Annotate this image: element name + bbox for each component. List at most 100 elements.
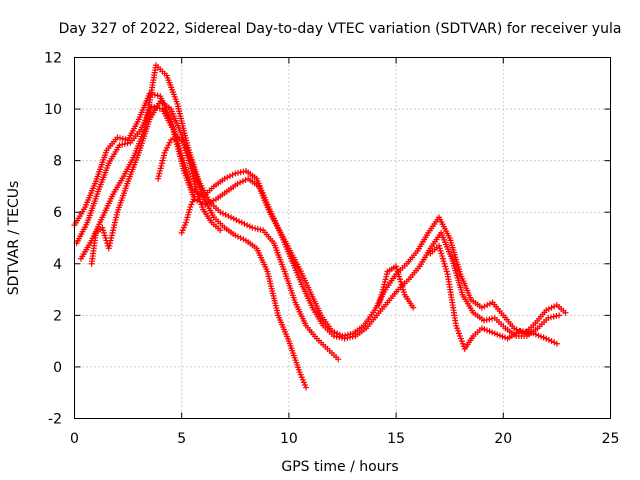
data-point	[344, 334, 351, 341]
data-point	[486, 316, 493, 323]
chart-title: Day 327 of 2022, Sidereal Day-to-day VTE…	[59, 21, 622, 37]
data-point	[483, 316, 490, 323]
data-point	[236, 218, 243, 225]
data-point	[486, 300, 493, 307]
data-point	[246, 223, 253, 230]
data-point	[228, 214, 235, 221]
data-point	[237, 169, 244, 176]
data-point	[338, 334, 345, 341]
data-point	[257, 226, 264, 233]
data-point	[489, 315, 496, 322]
data-point	[222, 211, 229, 218]
data-point	[551, 303, 558, 310]
data-point	[224, 174, 231, 181]
data-point	[232, 170, 239, 177]
x-tick-label: 15	[387, 431, 405, 447]
data-point	[234, 233, 241, 240]
data-point	[553, 340, 560, 347]
data-point	[249, 224, 256, 231]
y-tick-label: 0	[53, 360, 62, 376]
data-point	[550, 313, 557, 320]
data-point	[545, 314, 552, 321]
data-point	[221, 175, 228, 182]
data-point	[116, 142, 123, 149]
data-point	[240, 236, 247, 243]
data-point	[240, 168, 247, 175]
data-point	[171, 135, 178, 142]
data-point	[548, 314, 555, 321]
y-tick-label: 6	[53, 205, 62, 221]
plot-frame	[74, 57, 611, 419]
data-point	[303, 384, 310, 391]
data-point	[167, 137, 174, 144]
data-point	[234, 180, 241, 187]
data-point	[548, 304, 555, 311]
data-point	[545, 305, 552, 312]
data-point	[226, 173, 233, 180]
data-point	[341, 335, 348, 342]
data-point	[254, 225, 261, 232]
y-tick-label: 2	[53, 308, 62, 324]
data-point	[252, 225, 259, 232]
data-point	[217, 227, 224, 234]
data-point	[229, 171, 236, 178]
data-point	[237, 179, 244, 186]
data-point	[543, 307, 550, 314]
data-point	[124, 140, 131, 147]
data-point	[119, 141, 126, 148]
y-axis-title: SDTVAR / TECUs	[6, 181, 22, 296]
gridlines	[74, 57, 611, 419]
data-point	[233, 216, 240, 223]
data-point	[347, 334, 354, 341]
data-point	[335, 356, 342, 363]
data-point	[553, 313, 560, 320]
data-points	[71, 62, 569, 391]
x-axis-title: GPS time / hours	[281, 459, 398, 475]
data-point	[119, 135, 126, 142]
data-point	[545, 336, 552, 343]
data-point	[121, 140, 128, 147]
x-tick-label: 5	[177, 431, 186, 447]
data-point	[241, 220, 248, 227]
data-point	[330, 332, 337, 339]
x-tick-label: 20	[494, 431, 512, 447]
data-point	[481, 317, 488, 324]
x-tick-label: 25	[602, 431, 620, 447]
data-point	[333, 333, 340, 340]
data-point	[225, 213, 232, 220]
data-point	[349, 333, 356, 340]
data-point	[478, 304, 485, 311]
data-point	[336, 334, 343, 341]
data-point	[217, 209, 224, 216]
data-point	[230, 215, 237, 222]
data-point	[556, 312, 563, 319]
data-point	[484, 302, 491, 309]
y-tick-label: 8	[53, 154, 62, 170]
axis-ticks: 0 5 10 15 20 25 -2 0 2 4 6 8 10 12	[44, 51, 619, 448]
data-point	[238, 219, 245, 226]
data-point	[234, 169, 241, 176]
data-point	[511, 325, 518, 332]
data-point	[239, 178, 246, 185]
data-point	[548, 338, 555, 345]
x-tick-label: 0	[70, 431, 79, 447]
data-point	[543, 335, 550, 342]
data-point	[191, 193, 198, 200]
y-tick-label: 12	[44, 51, 62, 67]
data-point	[237, 235, 244, 241]
y-tick-label: 10	[44, 102, 62, 118]
data-point	[117, 135, 124, 142]
data-point	[219, 210, 226, 217]
y-tick-label: -2	[48, 412, 62, 428]
data-point	[562, 309, 569, 316]
data-point	[244, 222, 251, 229]
data-point	[481, 303, 488, 310]
y-tick-label: 4	[53, 257, 62, 273]
data-point	[410, 304, 417, 311]
data-point	[232, 232, 239, 239]
data-point	[210, 197, 217, 204]
data-point	[551, 339, 558, 346]
data-point	[114, 134, 121, 141]
x-tick-label: 10	[280, 431, 298, 447]
